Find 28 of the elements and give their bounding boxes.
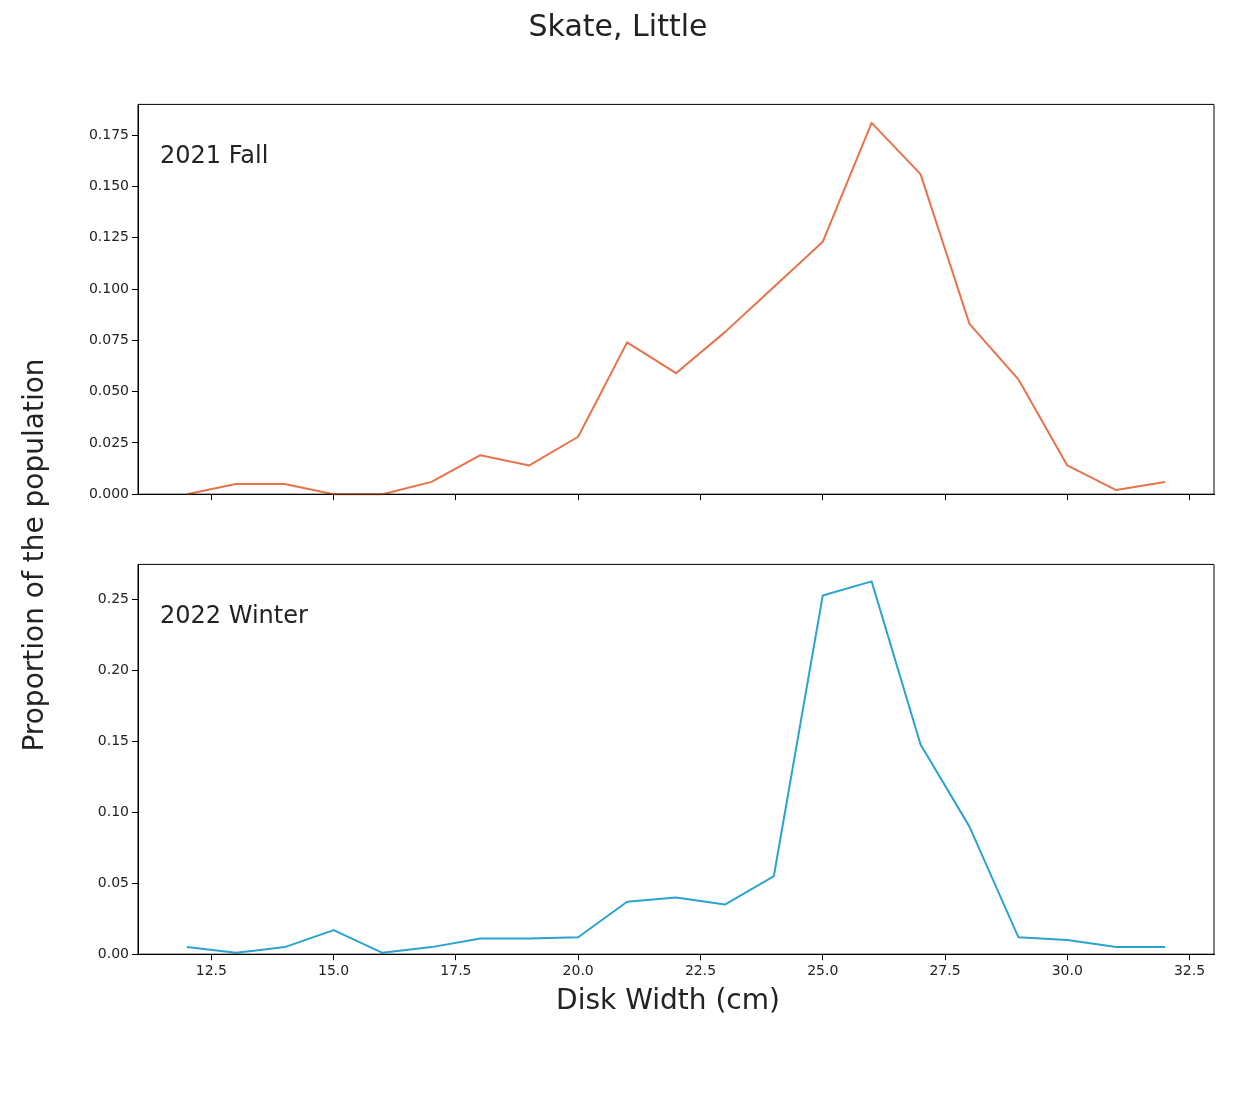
- y-tick-label: 0.00: [97, 944, 129, 961]
- y-tick-label: 0.100: [88, 279, 129, 296]
- y-tick-label: 0.025: [88, 433, 129, 450]
- x-tick-label: 15.0: [318, 962, 350, 979]
- y-tick-label: 0.150: [88, 177, 129, 194]
- y-tick-label: 0.20: [97, 661, 129, 678]
- chart-title: Skate, Little: [527, 8, 709, 43]
- y-tick-label: 0.05: [97, 873, 129, 890]
- x-tick-label: 32.5: [1173, 962, 1206, 979]
- y-tick-label: 0.175: [88, 125, 129, 142]
- y-tick-label: 0.10: [97, 803, 129, 820]
- x-tick-label: 25.0: [807, 962, 839, 979]
- annotation: 2021 Fall: [160, 140, 269, 169]
- x-tick-label: 22.5: [684, 962, 717, 979]
- y-tick-label: 0.050: [88, 382, 129, 399]
- y-tick-label: 0.000: [88, 484, 129, 501]
- y-axis-title: Proportion of the population: [16, 357, 50, 752]
- x-tick-label: 12.5: [195, 962, 227, 979]
- y-tick-label: 0.15: [97, 732, 129, 749]
- x-tick-label: 27.5: [929, 962, 961, 979]
- annotation: 2022 Winter: [160, 600, 308, 629]
- y-tick-label: 0.125: [88, 228, 129, 245]
- x-tick-label: 30.0: [1051, 962, 1083, 979]
- x-tick-label: 20.0: [562, 962, 594, 979]
- x-tick-label: 17.5: [440, 962, 472, 979]
- y-tick-label: 0.075: [88, 330, 129, 347]
- x-axis-title: Disk Width (cm): [555, 983, 781, 1016]
- y-tick-label: 0.25: [97, 590, 129, 607]
